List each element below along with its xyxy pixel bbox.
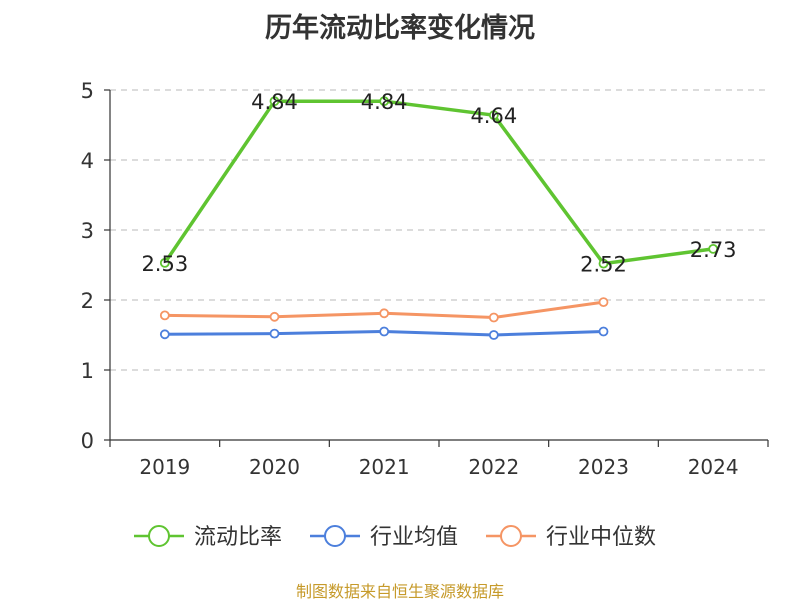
data-point (159, 257, 170, 268)
data-point (598, 258, 609, 269)
data-labels: 2.53 4.84 4.84 4.64 2.52 2.73 (141, 90, 736, 276)
chart-title: 历年流动比率变化情况 (265, 13, 535, 44)
x-tick-label-2022: 2022 (468, 455, 519, 479)
source-note: 制图数据来自恒生聚源数据库 (295, 582, 504, 601)
data-point (598, 326, 609, 337)
x-tick-label-2024: 2024 (688, 455, 739, 479)
legend: 流动比率 行业均值 行业中位数 (134, 525, 656, 550)
data-point (379, 308, 390, 319)
series-line-流动比率 (163, 99, 714, 266)
data-point (269, 96, 280, 107)
data-point (379, 326, 390, 337)
data-label: 4.64 (470, 104, 517, 128)
x-tick-label-2023: 2023 (578, 455, 629, 479)
data-point (598, 297, 609, 308)
legend-marker (148, 525, 170, 547)
y-tick-label: 1 (81, 359, 94, 383)
grid-lines (110, 89, 768, 371)
data-point (269, 311, 280, 322)
series (159, 96, 719, 340)
y-tick-label: 0 (81, 429, 94, 453)
data-label: 4.84 (361, 90, 408, 114)
legend-marker (500, 525, 522, 547)
data-point (488, 312, 499, 323)
data-point (379, 96, 390, 107)
legend-marker (324, 525, 346, 547)
data-label: 2.53 (141, 252, 188, 276)
data-point (488, 110, 499, 121)
data-label: 2.52 (580, 253, 627, 277)
legend-label-行业均值: 行业均值 (370, 525, 458, 550)
x-tick-label-2021: 2021 (359, 455, 410, 479)
data-label: 4.84 (251, 90, 298, 114)
y-tick-label: 5 (81, 79, 94, 103)
y-tick-label: 3 (81, 219, 94, 243)
data-point (159, 329, 170, 340)
data-point (708, 243, 719, 254)
x-tick-label-2019: 2019 (139, 455, 190, 479)
y-tick-label: 2 (81, 289, 94, 313)
data-label: 2.73 (690, 238, 737, 262)
data-point (269, 328, 280, 339)
data-point (488, 330, 499, 340)
legend-label-流动比率: 流动比率 (194, 525, 282, 550)
legend-label-行业中位数: 行业中位数 (546, 525, 656, 550)
y-tick-label: 4 (81, 149, 94, 173)
axes: 0 1 2 3 4 5 2019 2020 2021 2022 2023 2024 (81, 79, 769, 479)
x-tick-label-2020: 2020 (249, 455, 300, 479)
data-point (159, 310, 170, 321)
